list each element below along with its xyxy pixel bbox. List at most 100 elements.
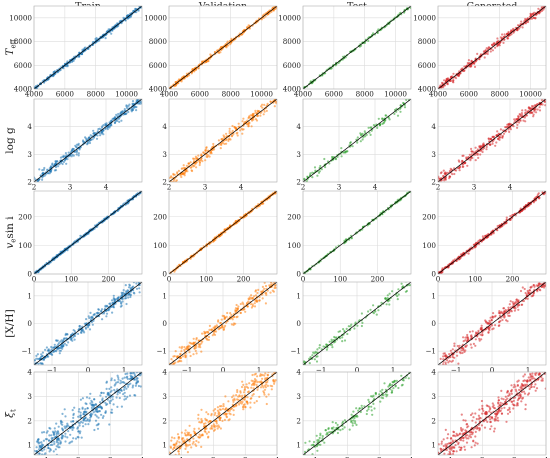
data-point: [264, 15, 267, 18]
data-point: [388, 118, 391, 121]
data-point: [135, 287, 139, 290]
data-point: [36, 439, 40, 442]
data-point: [39, 362, 42, 365]
data-point: [67, 430, 70, 433]
data-point: [64, 152, 67, 155]
data-point: [123, 108, 126, 111]
data-point: [55, 445, 58, 448]
data-point: [96, 427, 100, 430]
data-point: [134, 106, 137, 109]
data-point: [470, 147, 473, 150]
data-point: [110, 408, 113, 411]
identity-line: [34, 282, 142, 365]
data-point: [501, 318, 504, 322]
data-point: [38, 441, 41, 444]
data-point: [89, 416, 92, 419]
data-point: [40, 441, 43, 444]
data-point: [126, 290, 129, 293]
data-point: [80, 436, 83, 439]
data-point: [273, 96, 275, 98]
data-point: [359, 140, 362, 143]
data-point: [497, 324, 500, 327]
data-point: [236, 315, 239, 318]
data-point: [213, 333, 217, 336]
data-point: [252, 296, 255, 300]
data-point: [263, 287, 266, 290]
data-point: [88, 397, 91, 400]
data-point: [409, 6, 411, 10]
data-point: [191, 169, 194, 173]
data-point: [484, 320, 488, 323]
data-point: [92, 319, 95, 322]
data-point: [66, 333, 69, 336]
data-point: [231, 124, 234, 128]
data-point: [242, 391, 246, 394]
data-point: [140, 100, 142, 103]
x-tick-label: 200: [371, 275, 385, 284]
data-point: [42, 431, 46, 434]
data-point: [180, 360, 183, 363]
y-tick-label: 0: [431, 270, 436, 279]
data-point: [81, 397, 84, 400]
data-point: [48, 167, 51, 170]
y-tick-label: −1: [290, 347, 301, 356]
x-tick-label: 4000: [429, 90, 448, 99]
y-tick-label: 8000: [418, 37, 437, 46]
data-point: [77, 144, 80, 147]
data-point: [444, 361, 447, 364]
data-point: [263, 103, 266, 106]
data-point: [483, 56, 486, 59]
data-point: [64, 432, 67, 435]
data-point: [502, 129, 505, 132]
data-point: [544, 96, 546, 98]
data-point: [337, 330, 340, 333]
data-point: [519, 289, 523, 293]
data-point: [125, 105, 128, 108]
data-point: [110, 411, 113, 414]
data-point: [41, 431, 44, 434]
data-point: [540, 285, 544, 288]
x-tick-label: 0: [490, 366, 495, 375]
data-point: [256, 375, 259, 378]
data-point: [192, 337, 195, 340]
data-point: [508, 303, 511, 306]
identity-line: [438, 99, 546, 182]
data-point: [91, 323, 94, 326]
data-point: [265, 293, 268, 296]
data-point: [333, 335, 336, 339]
data-point: [311, 176, 314, 179]
identity-line: [303, 191, 411, 274]
data-point: [54, 430, 57, 433]
data-point: [135, 382, 138, 385]
data-point: [46, 430, 49, 433]
data-point: [444, 354, 447, 357]
data-point: [386, 294, 389, 297]
data-point: [229, 43, 232, 46]
data-point: [230, 313, 233, 317]
data-point: [47, 172, 50, 175]
data-point: [62, 67, 65, 70]
data-point: [536, 290, 539, 293]
data-point: [388, 299, 391, 302]
data-point: [463, 350, 466, 353]
plot-frame: [168, 190, 278, 275]
data-point: [527, 106, 531, 109]
data-point: [216, 406, 219, 409]
data-point: [38, 168, 41, 171]
data-point: [137, 102, 140, 105]
data-point: [182, 164, 185, 167]
data-point: [116, 119, 119, 122]
plot-frame: [437, 98, 547, 183]
data-point: [71, 332, 74, 335]
x-tick-label: 1: [44, 456, 49, 458]
data-point: [56, 339, 59, 342]
data-point: [140, 279, 142, 281]
x-tick-label: 2: [32, 183, 37, 192]
data-point: [73, 406, 76, 409]
data-point: [223, 314, 226, 318]
data-point: [133, 292, 136, 295]
data-point: [108, 302, 111, 305]
